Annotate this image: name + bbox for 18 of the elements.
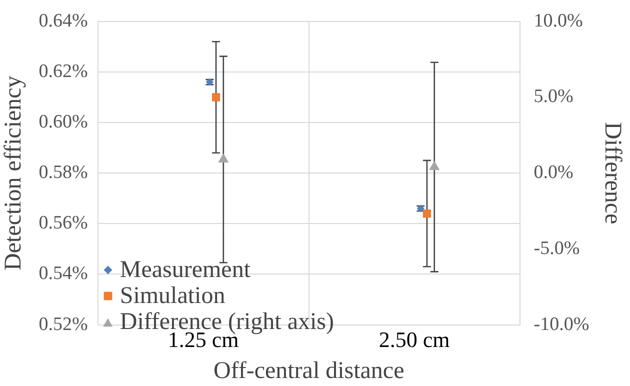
legend-label: Simulation <box>120 282 226 309</box>
y2-tick-label: -5.0% <box>534 238 580 259</box>
y2-tick-label: 5.0% <box>534 86 574 108</box>
y-tick-label: 0.62% <box>38 60 88 82</box>
y2-axis-title: Difference <box>599 122 626 224</box>
y2-tick-label: 0.0% <box>534 162 574 184</box>
y-tick-label: 0.60% <box>38 112 88 133</box>
y-tick-label: 0.54% <box>38 263 88 284</box>
y-tick-label: 0.64% <box>38 10 88 32</box>
y-axis-title: Detection efficiency <box>0 76 27 270</box>
y2-tick-label: -10.0% <box>534 314 590 335</box>
y-tick-label: 0.56% <box>38 212 88 234</box>
y-tick-label: 0.58% <box>38 162 88 184</box>
x-axis-title: Off-central distance <box>213 358 404 384</box>
legend-label: Measurement <box>120 256 250 283</box>
y-tick-label: 0.52% <box>38 314 88 335</box>
y2-tick-label: 10.0% <box>534 10 584 32</box>
x-tick-label: 2.50 cm <box>378 326 450 352</box>
